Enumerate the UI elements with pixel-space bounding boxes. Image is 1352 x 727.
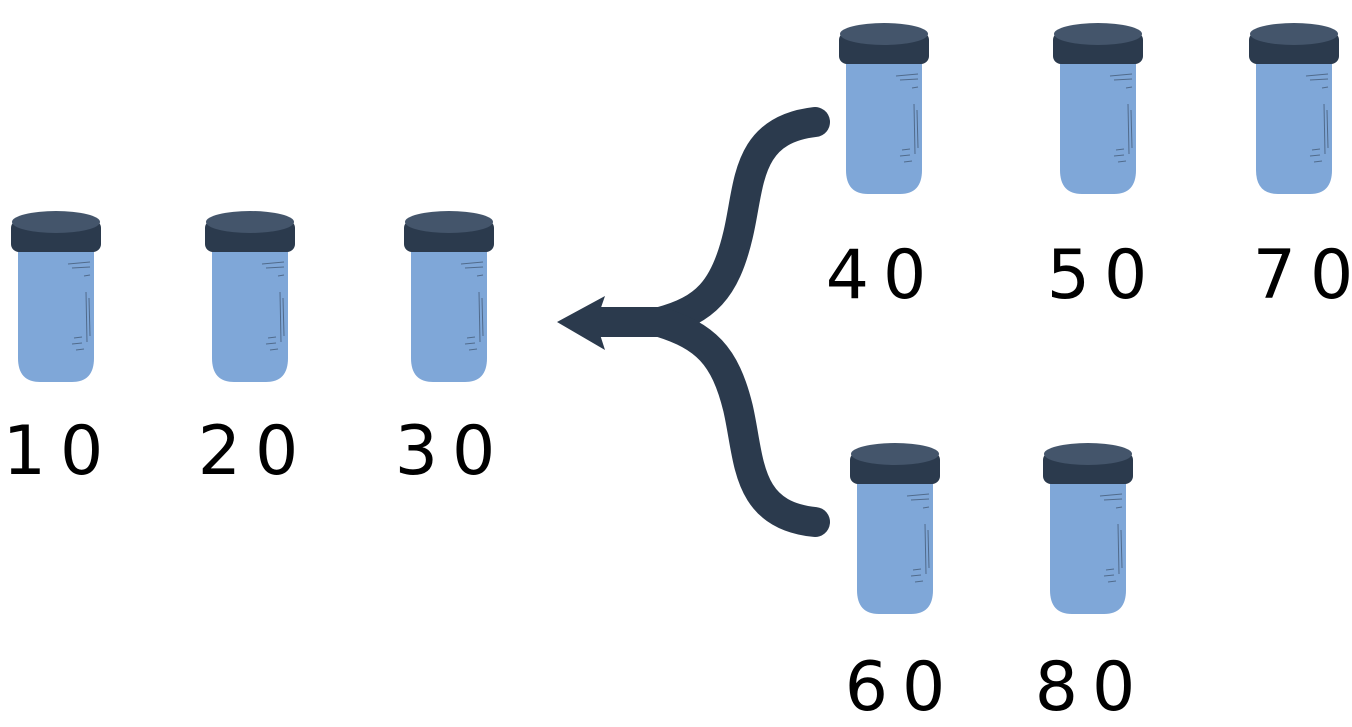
jar-80 — [1042, 440, 1134, 616]
merge-arrow-upper-branch — [645, 107, 830, 337]
jar-50 — [1052, 20, 1144, 196]
merge-arrow-lower-branch — [645, 307, 830, 537]
jar-label-60: 60 — [844, 648, 960, 727]
jar-10 — [10, 208, 102, 384]
jar-label-50: 50 — [1046, 236, 1162, 315]
jar-label-70: 70 — [1252, 236, 1352, 315]
jar-label-40: 40 — [825, 236, 941, 315]
jar-label-20: 20 — [197, 412, 313, 491]
jar-70 — [1248, 20, 1340, 196]
jar-60 — [849, 440, 941, 616]
jar-label-30: 30 — [394, 412, 510, 491]
merge-arrow-head — [557, 296, 605, 350]
jar-label-80: 80 — [1034, 648, 1150, 727]
jar-30 — [403, 208, 495, 384]
jar-label-10: 10 — [2, 412, 118, 491]
jar-40 — [838, 20, 930, 196]
jar-20 — [204, 208, 296, 384]
